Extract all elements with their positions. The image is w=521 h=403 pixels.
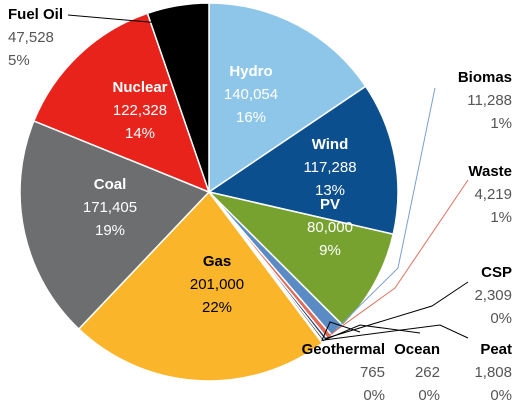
category-label: Coal: [94, 176, 127, 193]
percent-label: 19%: [95, 222, 125, 239]
value-label: 262: [415, 364, 440, 381]
value-label: 117,288: [303, 159, 356, 176]
category-label: PV: [320, 196, 340, 213]
pie-slice: [146, 2, 210, 193]
value-label: 47,528: [8, 29, 54, 46]
category-label: Fuel Oil: [8, 6, 63, 23]
percent-label: 13%: [315, 182, 345, 199]
category-label: Gas: [203, 253, 231, 270]
value-label: 201,000: [190, 276, 244, 293]
value-label: 140,054: [224, 86, 278, 103]
percent-label: 1%: [490, 115, 512, 132]
leader-line: [67, 14, 173, 25]
category-label: Hydro: [229, 63, 272, 80]
pie-slice: [206, 190, 395, 327]
leader-line: [321, 321, 361, 342]
pie-slice: [208, 2, 367, 194]
pie-slice: [32, 12, 211, 194]
category-label: Geothermal: [302, 341, 385, 358]
category-label: CSP: [481, 264, 512, 281]
pie-slice: [77, 190, 324, 382]
percent-label: 0%: [418, 387, 440, 403]
category-label: Biomas: [458, 69, 512, 86]
percent-label: 22%: [202, 299, 232, 316]
value-label: 11,288: [467, 92, 512, 109]
percent-label: 9%: [319, 242, 341, 259]
pie-slice: [207, 85, 399, 236]
percent-label: 0%: [490, 387, 512, 403]
value-label: 80,000: [307, 219, 353, 236]
leader-line: [325, 281, 469, 339]
leader-line: [321, 324, 421, 342]
category-label: Wind: [312, 136, 349, 153]
category-label: Ocean: [394, 341, 440, 358]
value-label: 1,808: [474, 364, 512, 381]
percent-label: 0%: [490, 310, 512, 327]
percent-label: 1%: [490, 209, 512, 226]
value-label: 4,219: [474, 186, 512, 203]
value-label: 765: [360, 364, 385, 381]
value-label: 2,309: [474, 287, 512, 304]
percent-label: 14%: [125, 125, 155, 142]
percent-label: 16%: [236, 109, 266, 126]
percent-label: 5%: [8, 52, 30, 69]
percent-label: 0%: [363, 387, 385, 403]
category-label: Peat: [480, 341, 512, 358]
leader-line: [323, 324, 469, 341]
leader-line: [335, 87, 436, 330]
category-label: Nuclear: [112, 79, 167, 96]
value-label: 171,405: [83, 199, 137, 216]
leader-line: [328, 179, 469, 337]
category-label: Waste: [468, 163, 512, 180]
value-label: 122,328: [113, 102, 167, 119]
